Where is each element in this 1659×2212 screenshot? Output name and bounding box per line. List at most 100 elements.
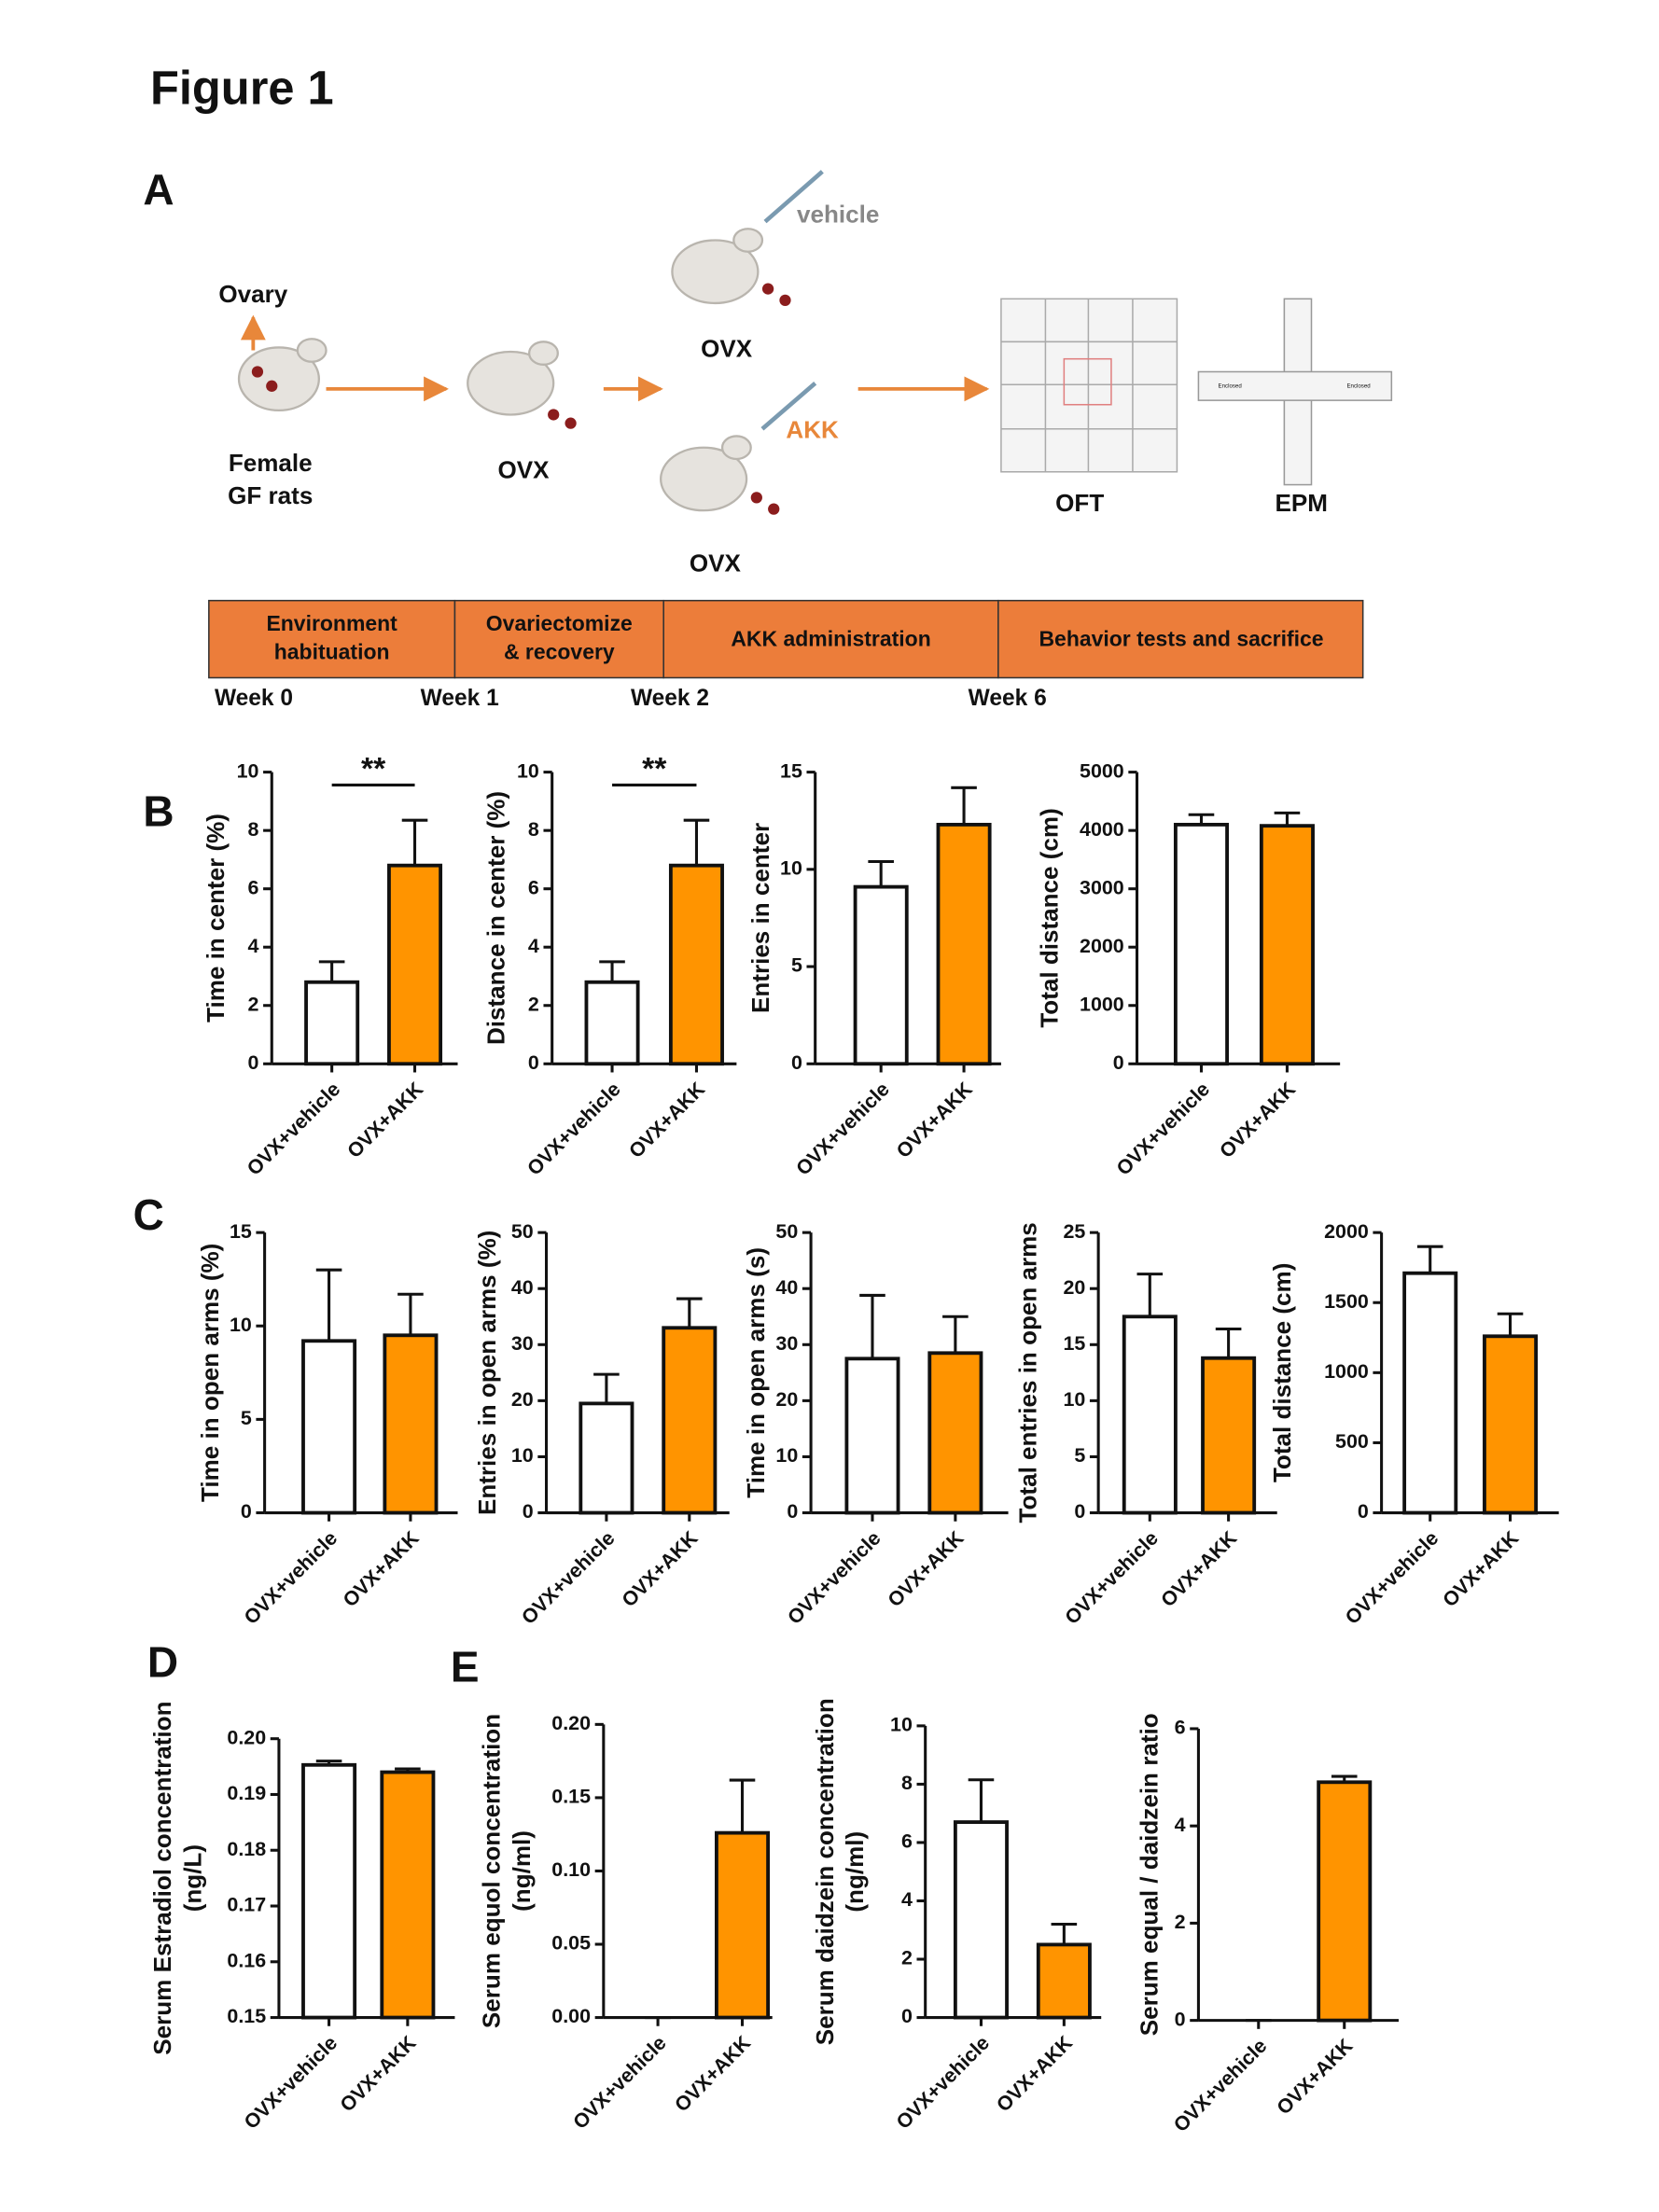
label: EPM — [1276, 489, 1328, 517]
y-axis-label: Total distance (cm) — [1035, 808, 1063, 1027]
y-tick-label: 8 — [528, 818, 539, 841]
x-tick-label: OVX+vehicle — [1169, 2035, 1271, 2136]
bar — [927, 1351, 983, 1515]
y-tick-label: 3000 — [1080, 876, 1124, 898]
y-tick-label: 40 — [511, 1276, 534, 1299]
y-tick-label: 0 — [787, 1500, 798, 1523]
y-tick-label: 30 — [775, 1332, 798, 1355]
timeline-box — [208, 599, 1364, 679]
y-tick-label: 0 — [1175, 2008, 1186, 2030]
y-tick-label: 50 — [511, 1220, 534, 1243]
x-tick-label: OVX+vehicle — [892, 2032, 994, 2134]
bar — [380, 1770, 436, 2020]
y-tick-label: 25 — [1063, 1220, 1085, 1243]
x-tick-label: OVX+AKK — [884, 1526, 969, 1611]
label: OVX — [498, 456, 551, 484]
y-axis-label: Serum equol concentration — [478, 1714, 506, 2028]
y-tick-label: 4 — [901, 1888, 913, 1911]
y-tick-label: 2 — [528, 993, 539, 1015]
bar — [668, 863, 724, 1066]
y-tick-label: 20 — [511, 1388, 534, 1411]
elevated-plus-maze — [1197, 298, 1393, 486]
y-tick-label: 0.10 — [551, 1858, 591, 1881]
bar — [1173, 822, 1229, 1066]
x-tick-label: OVX+vehicle — [517, 1527, 619, 1629]
bar — [715, 1830, 771, 2020]
y-tick-label: 1000 — [1324, 1360, 1369, 1383]
y-tick-label: 50 — [775, 1220, 798, 1243]
y-axis-label: Serum Estradiol concentration — [148, 1702, 176, 2055]
x-tick-label: OVX+vehicle — [240, 1527, 342, 1629]
y-tick-label: 4000 — [1080, 818, 1124, 841]
y-tick-label: 0 — [901, 2005, 913, 2027]
label: vehicle — [797, 200, 879, 228]
y-tick-label: 6 — [901, 1830, 913, 1853]
y-axis-label: Time in center (%) — [202, 814, 230, 1023]
y-tick-label: 0 — [1113, 1051, 1124, 1074]
bar — [1402, 1271, 1458, 1515]
label: AKK — [786, 416, 839, 444]
bar — [584, 980, 640, 1066]
label: Female — [229, 449, 313, 477]
y-tick-label: 10 — [517, 759, 539, 782]
y-tick-label: 5 — [241, 1407, 252, 1429]
timeline-label: Environment — [266, 611, 397, 635]
x-tick-label: OVX+AKK — [892, 1078, 977, 1162]
x-tick-label: OVX+AKK — [670, 2031, 755, 2116]
panel-label: E — [451, 1642, 480, 1690]
y-tick-label: 4 — [528, 935, 539, 957]
y-tick-label: 0.20 — [551, 1712, 591, 1734]
label: GF rats — [228, 481, 313, 509]
y-tick-label: 0 — [241, 1500, 252, 1523]
timeline-label: habituation — [274, 639, 390, 663]
y-tick-label: 20 — [1063, 1276, 1085, 1299]
x-tick-label: OVX+AKK — [339, 1526, 424, 1611]
y-tick-label: 10 — [780, 857, 802, 880]
bar — [1036, 1942, 1092, 2020]
y-tick-label: 40 — [775, 1276, 798, 1299]
y-tick-label: 0 — [523, 1500, 534, 1523]
x-tick-label: OVX+AKK — [1157, 1526, 1242, 1611]
label: Enclosed — [1346, 383, 1371, 389]
bar — [579, 1401, 634, 1515]
bar — [1317, 1780, 1373, 2023]
syringe — [760, 170, 824, 431]
y-tick-label: 0 — [1358, 1500, 1369, 1523]
y-tick-label: 10 — [1063, 1388, 1085, 1411]
y-tick-label: 0.19 — [227, 1782, 266, 1804]
x-tick-label: OVX+vehicle — [1112, 1078, 1214, 1179]
y-axis-label: (ng/ml) — [508, 1830, 536, 1912]
week-label: Week 0 — [215, 686, 293, 711]
y-tick-label: 0 — [1074, 1500, 1085, 1523]
bar — [301, 1762, 357, 2020]
y-tick-label: 10 — [775, 1444, 798, 1467]
bar — [662, 1326, 718, 1515]
open-field — [1000, 298, 1178, 473]
x-tick-label: OVX+AKK — [1439, 1526, 1524, 1611]
y-tick-label: 10 — [890, 1714, 913, 1736]
y-tick-label: 30 — [511, 1332, 534, 1355]
week-label: Week 6 — [969, 686, 1047, 711]
bar — [844, 1356, 900, 1515]
y-axis-label: Total entries in open arms — [1013, 1222, 1041, 1523]
y-tick-label: 8 — [901, 1772, 913, 1794]
x-tick-label: OVX+AKK — [1273, 2034, 1358, 2119]
y-tick-label: 1500 — [1324, 1290, 1369, 1313]
y-axis-label: Time in open arms (s) — [742, 1247, 770, 1498]
y-axis-label: Serum equal / daidzein ratio — [1136, 1713, 1164, 2036]
y-axis-label: Entries in open arms (%) — [473, 1231, 501, 1515]
x-tick-label: OVX+AKK — [1215, 1078, 1300, 1162]
y-tick-label: 0.20 — [227, 1726, 266, 1748]
y-tick-label: 0 — [791, 1051, 802, 1074]
week-label: Week 2 — [631, 686, 709, 711]
significance-label: ** — [642, 751, 667, 786]
bar — [1201, 1356, 1257, 1515]
bar — [301, 1339, 357, 1515]
timeline-label: & recovery — [504, 639, 615, 663]
x-tick-label: OVX+AKK — [624, 1078, 709, 1162]
x-tick-label: OVX+AKK — [343, 1078, 428, 1162]
bar — [936, 822, 992, 1066]
y-axis-label: Distance in center (%) — [481, 791, 509, 1045]
y-tick-label: 6 — [248, 876, 259, 898]
